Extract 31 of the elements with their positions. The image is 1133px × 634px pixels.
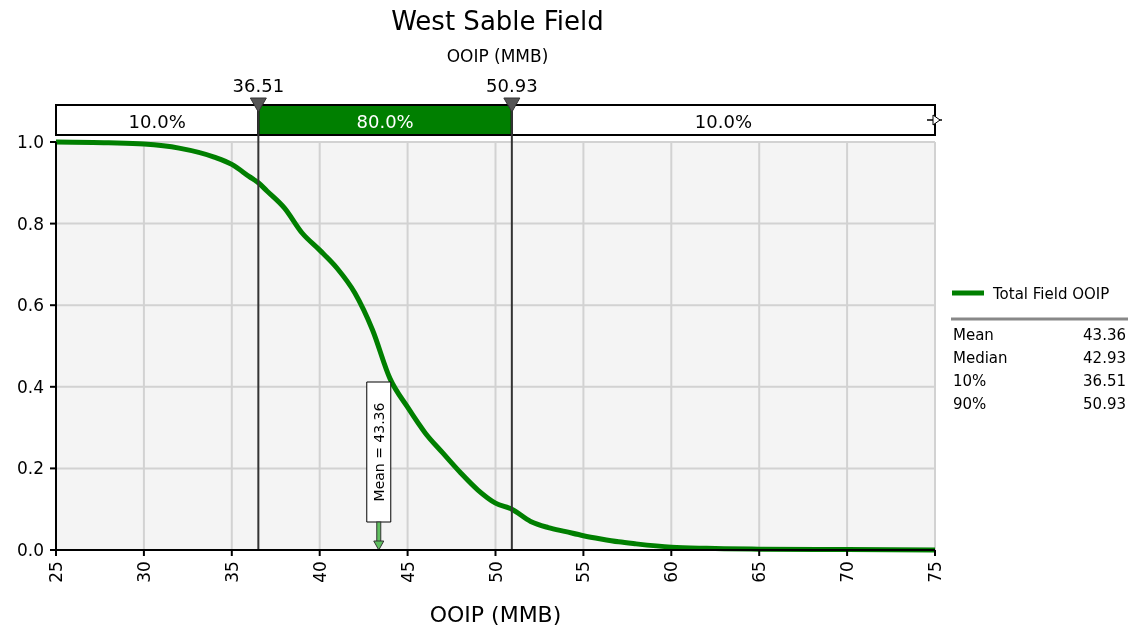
x-tick-label: 55 — [573, 561, 594, 583]
x-tick-label: 30 — [133, 561, 154, 583]
x-tick-label: 60 — [661, 561, 682, 583]
ref-line-label: 36.51 — [232, 75, 285, 96]
x-tick-label: 65 — [749, 561, 770, 583]
x-tick-label: 40 — [309, 561, 330, 583]
text: Median 42.93 — [953, 349, 1126, 367]
y-tick-label: 0.6 — [16, 295, 44, 316]
y-tick-label: 0.2 — [16, 458, 44, 479]
text: Mean 43.36 — [953, 326, 1126, 344]
text: 10% 36.51 — [953, 372, 1126, 390]
text: 80.0% — [356, 111, 414, 132]
text: 90% 50.93 — [953, 395, 1126, 413]
x-tick-label: 25 — [46, 561, 66, 583]
y-tick-label: 0.8 — [16, 213, 44, 234]
text: 10.0% — [128, 111, 186, 132]
chart-subtitle: OOIP (MMB) — [446, 46, 549, 66]
x-tick-label: 75 — [925, 561, 945, 583]
legend-label: Total Field OOIP — [992, 285, 1110, 303]
y-tick-label: 0.4 — [16, 376, 44, 397]
x-tick-label: 45 — [397, 561, 418, 583]
x-tick-label: 35 — [221, 561, 242, 583]
x-tick-label: 70 — [837, 561, 858, 583]
x-axis-title: OOIP (MMB) — [429, 602, 562, 627]
text: 10.0% — [694, 111, 753, 132]
y-tick-label: 1.0 — [16, 132, 44, 152]
x-tick-label: 50 — [485, 561, 506, 583]
y-tick-label: 0.0 — [16, 540, 44, 560]
chart-title: West Sable Field — [391, 6, 604, 36]
ref-line-label: 50.93 — [486, 75, 538, 96]
annotation: Mean = 43.36 — [370, 402, 387, 502]
